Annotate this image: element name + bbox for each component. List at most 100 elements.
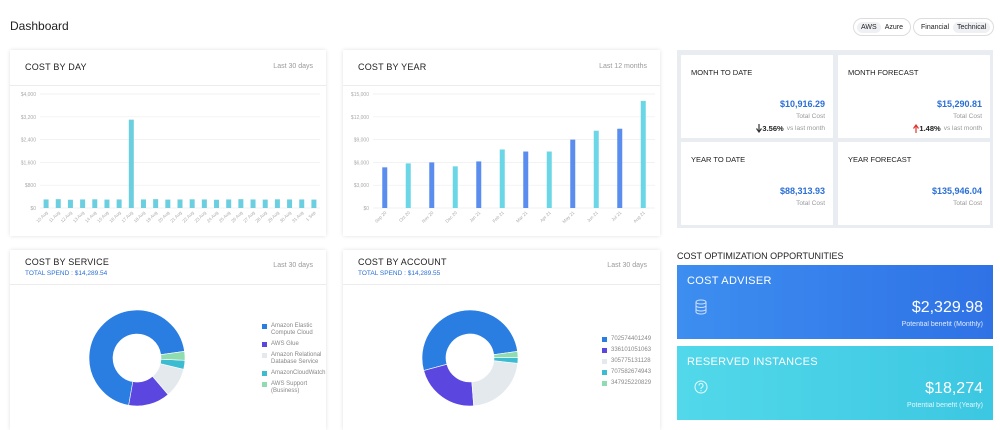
kpi-title: MONTH TO DATE — [691, 68, 753, 77]
card-title: COST ADVISER — [687, 275, 772, 287]
y-tick-label: $3,200 — [21, 115, 37, 121]
legend-item: 702574401249 — [602, 336, 672, 343]
kpi-caption: Total Cost — [953, 113, 982, 120]
bar — [523, 151, 529, 208]
legend-label: 336101051063 — [611, 347, 652, 353]
donut-slice — [88, 309, 185, 406]
x-tick-label: Aug 21 — [632, 210, 646, 224]
donut-slice — [493, 350, 519, 358]
x-tick-label: Feb 21 — [492, 210, 506, 224]
bar — [177, 199, 183, 208]
bar — [250, 199, 256, 208]
x-tick-label: May 21 — [561, 210, 575, 224]
y-tick-label: $15,000 — [351, 92, 369, 98]
section-title: COST OPTIMIZATION OPPORTUNITIES — [677, 251, 844, 261]
up-arrow — [913, 124, 920, 133]
y-tick-label: $4,000 — [21, 92, 37, 98]
kpi-caption: Total Cost — [796, 200, 825, 207]
x-tick-label: 14 Aug — [84, 210, 98, 224]
kpi-card: MONTH FORECAST $15,290.81 Total Cost 1.4… — [838, 55, 990, 138]
kpi-card: YEAR FORECAST $135,946.04 Total Cost — [838, 142, 990, 225]
legend-item: Amazon Elastic Compute Cloud — [262, 323, 332, 337]
legend-label: 305775131128 — [611, 358, 651, 364]
bar — [153, 199, 159, 208]
kpi-caption: Total Cost — [796, 113, 825, 120]
cost-by-year-panel: COST BY YEAR Last 12 months $0 $3,000 $6,0… — [343, 50, 660, 236]
legend-swatch — [602, 370, 607, 375]
x-tick-label: Jul 21 — [610, 210, 622, 222]
panel-title: COST BY SERVICE — [25, 257, 110, 267]
y-tick-label: $6,000 — [354, 160, 370, 166]
toggle-option[interactable]: Technical — [953, 21, 991, 33]
kpi-grid: MONTH TO DATE $10,916.29 Total Cost 3.56… — [677, 50, 993, 228]
bar — [274, 199, 280, 208]
x-tick-label: 23 Aug — [194, 210, 208, 224]
legend-item: AWS Glue — [262, 341, 332, 348]
legend-label: Amazon Relational Database Service — [271, 352, 322, 365]
bar — [570, 139, 576, 208]
bar — [546, 151, 552, 208]
kpi-card: YEAR TO DATE $88,313.93 Total Cost — [681, 142, 833, 225]
kpi-value: $88,313.93 — [779, 186, 825, 196]
legend-item: 305775131128 — [602, 358, 672, 365]
panel-title: COST BY YEAR — [358, 62, 427, 72]
bar — [476, 161, 482, 208]
x-tick-label: 22 Aug — [181, 210, 195, 224]
bar — [499, 149, 505, 208]
divider — [343, 284, 660, 285]
kpi-title: YEAR TO DATE — [691, 155, 746, 164]
donut-slice — [471, 360, 519, 407]
x-tick-label: Dec 20 — [444, 210, 458, 224]
panel-period: Last 30 days — [607, 262, 647, 269]
x-tick-label: 11 Aug — [48, 210, 62, 224]
toggle-option[interactable]: Azure — [884, 23, 903, 31]
divider — [10, 85, 326, 86]
y-tick-label: $12,000 — [351, 115, 369, 121]
x-tick-label: Nov 20 — [421, 210, 435, 224]
x-tick-label: 1 Sep — [305, 210, 317, 222]
bar — [640, 100, 646, 208]
bar — [128, 119, 134, 208]
card-value: $2,329.98 — [911, 299, 983, 316]
optimization-card[interactable]: RESERVED INSTANCES $18,274 Potential ben… — [677, 346, 993, 420]
x-tick-label: 29 Aug — [267, 210, 281, 224]
x-tick-label: 17 Aug — [121, 210, 135, 224]
panel-period: Last 30 days — [273, 63, 313, 70]
optimization-card[interactable]: COST ADVISER $2,329.98 Potential benefit… — [677, 265, 993, 339]
x-tick-label: Apr 21 — [539, 210, 552, 223]
cost-by-service-panel: COST BY SERVICE TOTAL SPEND : $14,289.54… — [10, 250, 326, 430]
bar — [67, 199, 73, 208]
x-tick-label: Mar 21 — [515, 210, 529, 224]
y-tick-label: $0 — [363, 206, 369, 212]
bar — [92, 199, 98, 208]
kpi-change: 3.56% vs last month — [756, 124, 825, 133]
legend-item: Amazon Relational Database Service — [262, 352, 332, 366]
toggle-option[interactable]: AWS — [857, 21, 881, 33]
bar — [382, 167, 388, 208]
legend-item: 336101051063 — [602, 347, 672, 354]
x-tick-label: 20 Aug — [157, 210, 171, 224]
toggle-option[interactable]: Financial — [921, 23, 950, 31]
legend-swatch — [602, 381, 607, 386]
bar — [287, 199, 293, 208]
x-tick-label: 24 Aug — [206, 210, 220, 224]
y-tick-label: $3,000 — [354, 183, 370, 189]
divider — [343, 85, 660, 86]
x-tick-label: Jun 21 — [586, 210, 599, 223]
x-tick-label: 28 Aug — [254, 210, 268, 224]
x-tick-label: 16 Aug — [108, 210, 122, 224]
legend-label: 347925220829 — [611, 380, 652, 386]
page-title: Dashboard — [10, 19, 69, 33]
bar — [214, 199, 220, 208]
change-caption: vs last month — [786, 125, 825, 132]
legend-item: AmazonCloudWatch — [262, 370, 332, 377]
bar-chart: $0 $3,000 $6,000 $9,000 $12,000 $15,000 Sep 20… — [351, 92, 655, 224]
y-tick-label: $2,400 — [21, 138, 37, 144]
legend-item: 707582674943 — [602, 369, 672, 376]
bar — [104, 199, 110, 208]
legend-label: 707582674943 — [611, 369, 652, 375]
change-value: 3.56% — [762, 124, 784, 133]
kpi-card: MONTH TO DATE $10,916.29 Total Cost 3.56… — [681, 55, 833, 138]
